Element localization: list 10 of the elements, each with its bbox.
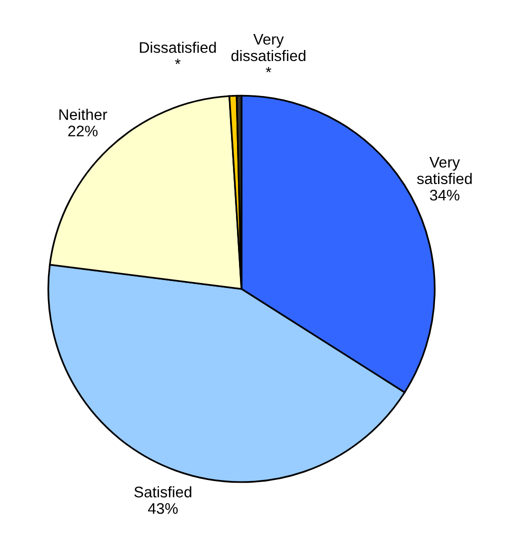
slice-label: Neither <box>59 108 108 120</box>
slice-label: Dissatisfied <box>140 42 216 53</box>
data-label: 22% <box>68 126 98 136</box>
slice-label: Very dissatisfied <box>231 34 306 62</box>
slice-label: Satisfied <box>134 486 192 498</box>
data-label: 34% <box>430 190 460 201</box>
slice-label: Very satisfied <box>417 156 472 184</box>
data-label: * <box>266 66 272 72</box>
data-label: 43% <box>148 503 178 514</box>
data-label: * <box>175 58 180 64</box>
